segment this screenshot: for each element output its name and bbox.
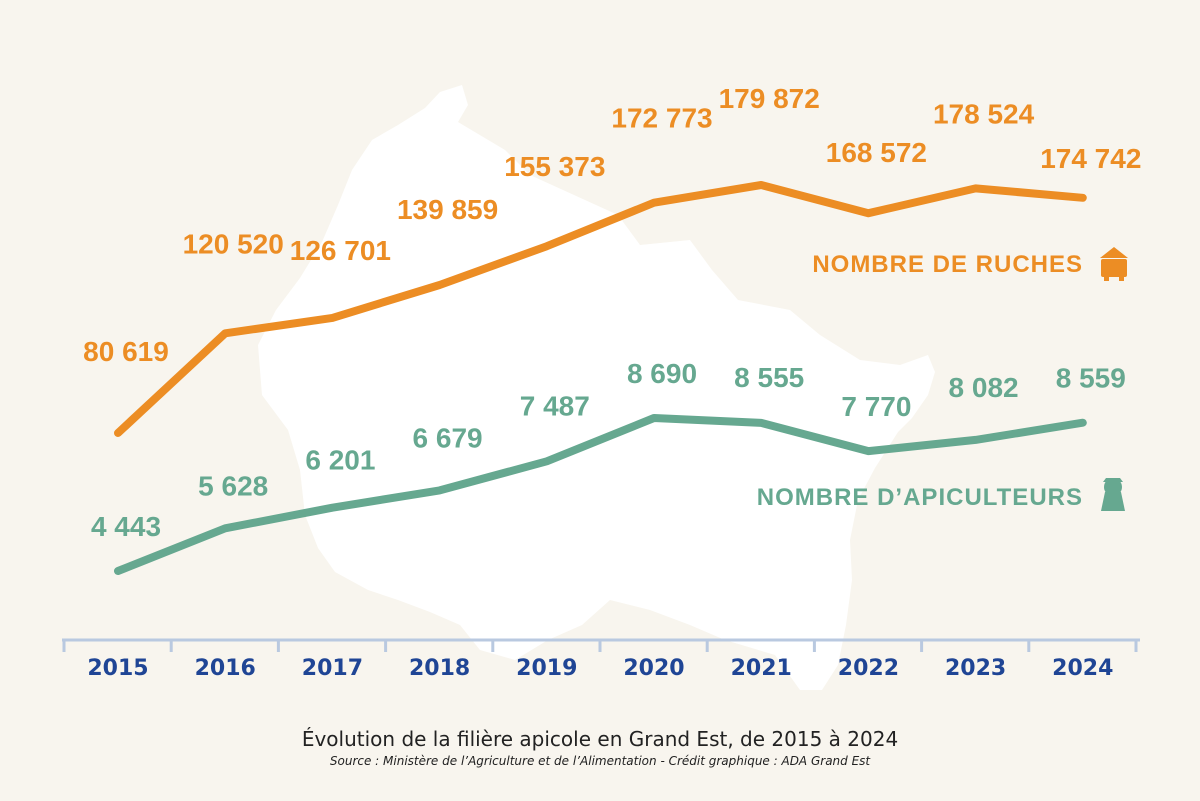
data-label-ruches: 174 742 bbox=[1040, 143, 1141, 174]
series-line-apiculteurs bbox=[114, 414, 1087, 575]
x-tick-label: 2020 bbox=[623, 656, 684, 681]
data-label-apiculteurs: 5 628 bbox=[198, 470, 268, 501]
data-label-ruches: 126 701 bbox=[290, 235, 391, 266]
data-label-apiculteurs: 8 690 bbox=[627, 358, 697, 389]
series-line-ruches bbox=[114, 181, 1087, 437]
data-label-ruches: 168 572 bbox=[826, 137, 927, 168]
x-tick-label: 2023 bbox=[945, 656, 1006, 681]
data-label-ruches: 139 859 bbox=[397, 194, 498, 225]
x-tick-label: 2022 bbox=[838, 656, 899, 681]
data-label-ruches: 155 373 bbox=[504, 151, 605, 182]
x-axis: 2015 2016 2017 2018 2019 2020 2021 2022 2023 2024 bbox=[62, 638, 1140, 681]
data-label-apiculteurs: 8 559 bbox=[1056, 363, 1126, 394]
x-tick-label: 2016 bbox=[195, 656, 256, 681]
data-label-apiculteurs: 7 770 bbox=[841, 391, 911, 422]
beehive-icon bbox=[1100, 247, 1128, 281]
data-label-ruches: 172 773 bbox=[611, 103, 712, 134]
x-tick-label: 2024 bbox=[1052, 656, 1113, 681]
grand-est-map-silhouette bbox=[258, 85, 935, 690]
data-label-ruches: 179 872 bbox=[719, 83, 820, 114]
line-chart: 2015 2016 2017 2018 2019 2020 2021 2022 2023 2024… bbox=[62, 83, 1141, 690]
data-label-apiculteurs: 8 082 bbox=[949, 372, 1019, 403]
data-label-apiculteurs: 8 555 bbox=[734, 362, 804, 393]
chart-caption-title: Évolution de la filière apicole en Grand… bbox=[301, 727, 899, 751]
x-tick-label: 2017 bbox=[302, 656, 363, 681]
legend: NOMBRE DE RUCHES NOMBRE D’APICULTEURS bbox=[757, 247, 1128, 511]
data-label-apiculteurs: 4 443 bbox=[91, 511, 161, 542]
chart-caption-source: Source : Ministère de l’Agriculture et d… bbox=[329, 754, 871, 768]
legend-ruches-label: NOMBRE DE RUCHES bbox=[812, 251, 1083, 278]
data-label-apiculteurs: 7 487 bbox=[520, 390, 590, 421]
beekeeper-icon bbox=[1101, 478, 1125, 511]
data-label-apiculteurs: 6 201 bbox=[305, 445, 375, 476]
x-tick-label: 2015 bbox=[87, 656, 148, 681]
data-label-ruches: 178 524 bbox=[933, 98, 1035, 129]
data-label-apiculteurs: 6 679 bbox=[413, 422, 483, 453]
x-tick-label: 2018 bbox=[409, 656, 470, 681]
x-tick-label: 2021 bbox=[731, 656, 792, 681]
legend-apiculteurs-label: NOMBRE D’APICULTEURS bbox=[757, 484, 1083, 511]
data-label-ruches: 120 520 bbox=[183, 228, 284, 259]
series-lines bbox=[114, 181, 1087, 575]
data-label-ruches: 80 619 bbox=[83, 336, 169, 367]
x-tick-label: 2019 bbox=[516, 656, 577, 681]
